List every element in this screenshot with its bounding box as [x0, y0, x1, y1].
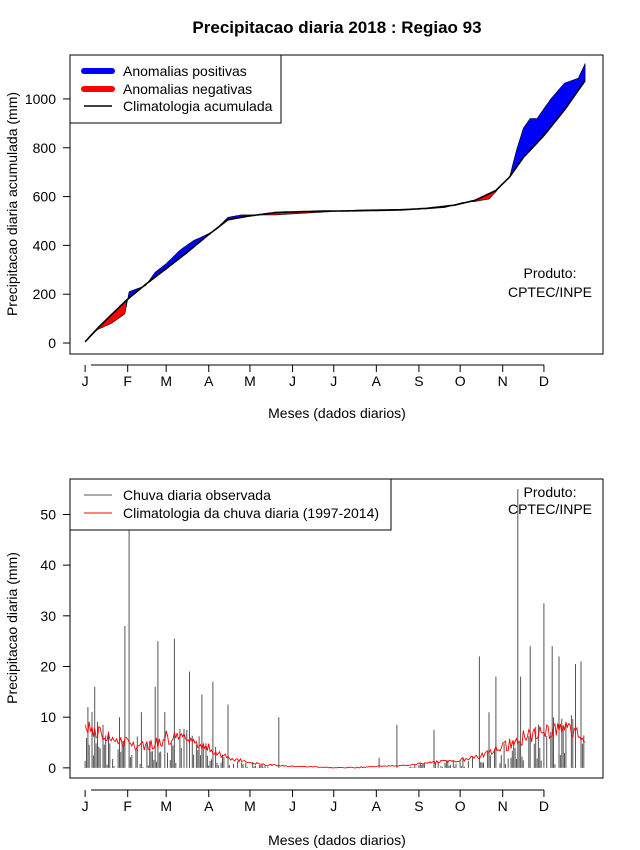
legend-label-climatology: Climatologia acumulada [123, 98, 273, 114]
positive-anomaly-area [215, 214, 258, 231]
y-tick-label: 1000 [25, 91, 56, 107]
x-tick-label: O [455, 798, 466, 814]
x-tick-label: F [123, 798, 132, 814]
x-tick-label: A [372, 798, 382, 814]
legend: Chuva diaria observada Climatologia da c… [69, 478, 392, 531]
x-tick-label: J [82, 798, 89, 814]
x-tick-label: J [82, 373, 89, 389]
y-tick-label: 400 [33, 237, 57, 253]
y-tick-label: 40 [40, 557, 56, 573]
x-tick-label: M [160, 798, 172, 814]
y-tick-label: 30 [40, 608, 56, 624]
chart-title: Precipitacao diaria 2018 : Regiao 93 [192, 18, 481, 37]
legend-label-observed: Chuva diaria observada [123, 487, 271, 503]
x-tick-label: D [539, 373, 549, 389]
x-tick-label: J [330, 798, 337, 814]
x-tick-label: A [204, 373, 214, 389]
x-axis-label: Meses (dados diarios) [268, 832, 406, 848]
daily-climatology-line [84, 721, 586, 769]
x-tick-label: N [498, 373, 508, 389]
x-tick-label: M [244, 373, 256, 389]
y-ticks: 0 10 20 30 40 50 [40, 506, 70, 776]
x-tick-label: A [372, 373, 382, 389]
climatology-line [84, 80, 586, 343]
negative-anomaly-area [466, 178, 509, 203]
x-tick-label: S [414, 798, 423, 814]
x-tick-label: S [414, 373, 423, 389]
y-tick-label: 800 [33, 140, 57, 156]
y-ticks: 0 200 400 600 800 1000 [25, 91, 70, 351]
x-tick-label: J [289, 798, 296, 814]
legend-label-positive: Anomalias positivas [123, 63, 247, 79]
x-tick-label: O [455, 373, 466, 389]
x-tick-label: D [539, 798, 549, 814]
y-tick-label: 600 [33, 189, 57, 205]
daily-bars [84, 489, 585, 768]
cumulative-chart: 0 200 400 600 800 1000 J F M A M J J A S O N D Meses (da… [4, 54, 604, 421]
product-label: Produto: [524, 265, 577, 281]
y-tick-label: 10 [40, 709, 56, 725]
y-tick-label: 0 [48, 760, 56, 776]
daily-chart: 0 10 20 30 40 50 J F M A M J J A S O N D Meses (dados di… [4, 478, 604, 848]
product-source: CPTEC/INPE [508, 284, 592, 300]
x-tick-label: N [498, 798, 508, 814]
positive-anomaly-area [507, 63, 586, 179]
y-tick-label: 0 [48, 335, 56, 351]
y-axis-label: Precipitacao diaria acumulada (mm) [4, 92, 20, 316]
y-tick-label: 50 [40, 506, 56, 522]
x-tick-label: M [244, 798, 256, 814]
legend: Anomalias positivas Anomalias negativas … [69, 54, 282, 124]
x-tick-label: J [330, 373, 337, 389]
y-tick-label: 200 [33, 286, 57, 302]
x-axis-label: Meses (dados diarios) [268, 405, 406, 421]
legend-label-climatology: Climatologia da chuva diaria (1997-2014) [123, 505, 379, 521]
x-tick-label: A [204, 798, 214, 814]
product-source: CPTEC/INPE [508, 501, 592, 517]
legend-box [69, 478, 392, 531]
legend-label-negative: Anomalias negativas [123, 81, 252, 97]
product-label: Produto: [524, 484, 577, 500]
x-tick-label: F [123, 373, 132, 389]
y-tick-label: 20 [40, 659, 56, 675]
x-tick-label: M [160, 373, 172, 389]
x-tick-label: J [289, 373, 296, 389]
y-axis-label: Precipitacao diaria (mm) [4, 552, 20, 704]
